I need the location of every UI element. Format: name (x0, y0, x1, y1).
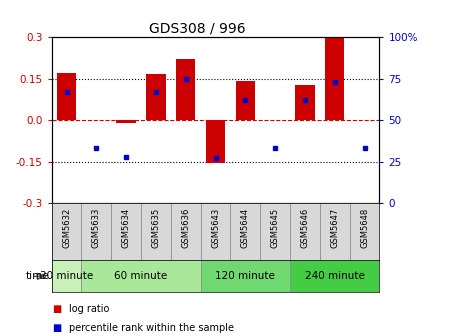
Text: GDS308 / 996: GDS308 / 996 (149, 22, 246, 36)
Text: percentile rank within the sample: percentile rank within the sample (69, 323, 233, 333)
Bar (325, 38, 344, 120)
Text: 240 minute: 240 minute (305, 271, 365, 281)
Text: GSM5634: GSM5634 (122, 208, 131, 248)
Bar (201, 260, 290, 292)
Bar (81, 203, 111, 260)
Bar (206, 120, 225, 163)
Bar (290, 260, 379, 292)
Text: GSM5647: GSM5647 (330, 208, 339, 248)
Text: GSM5636: GSM5636 (181, 208, 190, 248)
Text: GSM5648: GSM5648 (360, 208, 369, 248)
Bar (295, 85, 315, 120)
Bar (111, 203, 141, 260)
Bar (176, 59, 195, 120)
Bar (146, 74, 166, 120)
Bar (260, 203, 290, 260)
Bar (141, 203, 171, 260)
Bar (236, 81, 255, 120)
Text: 60 minute: 60 minute (114, 271, 167, 281)
Bar (52, 260, 81, 292)
Bar (57, 73, 76, 120)
Text: 120 minute: 120 minute (216, 271, 275, 281)
Bar (116, 120, 136, 123)
Bar (320, 203, 350, 260)
Bar (201, 203, 230, 260)
Text: ■: ■ (52, 323, 61, 333)
Text: GSM5633: GSM5633 (92, 208, 101, 248)
Text: GSM5643: GSM5643 (211, 208, 220, 248)
Text: time: time (26, 271, 49, 281)
Text: GSM5632: GSM5632 (62, 208, 71, 248)
Bar (290, 203, 320, 260)
Text: GSM5635: GSM5635 (151, 208, 160, 248)
Text: log ratio: log ratio (69, 304, 109, 314)
Text: ■: ■ (52, 304, 61, 314)
Text: GSM5645: GSM5645 (271, 208, 280, 248)
Bar (52, 203, 81, 260)
Text: GSM5644: GSM5644 (241, 208, 250, 248)
Text: 30 minute: 30 minute (40, 271, 93, 281)
Bar (81, 260, 201, 292)
Bar (230, 203, 260, 260)
Text: GSM5646: GSM5646 (300, 208, 309, 248)
Bar (171, 203, 201, 260)
Bar (350, 203, 379, 260)
